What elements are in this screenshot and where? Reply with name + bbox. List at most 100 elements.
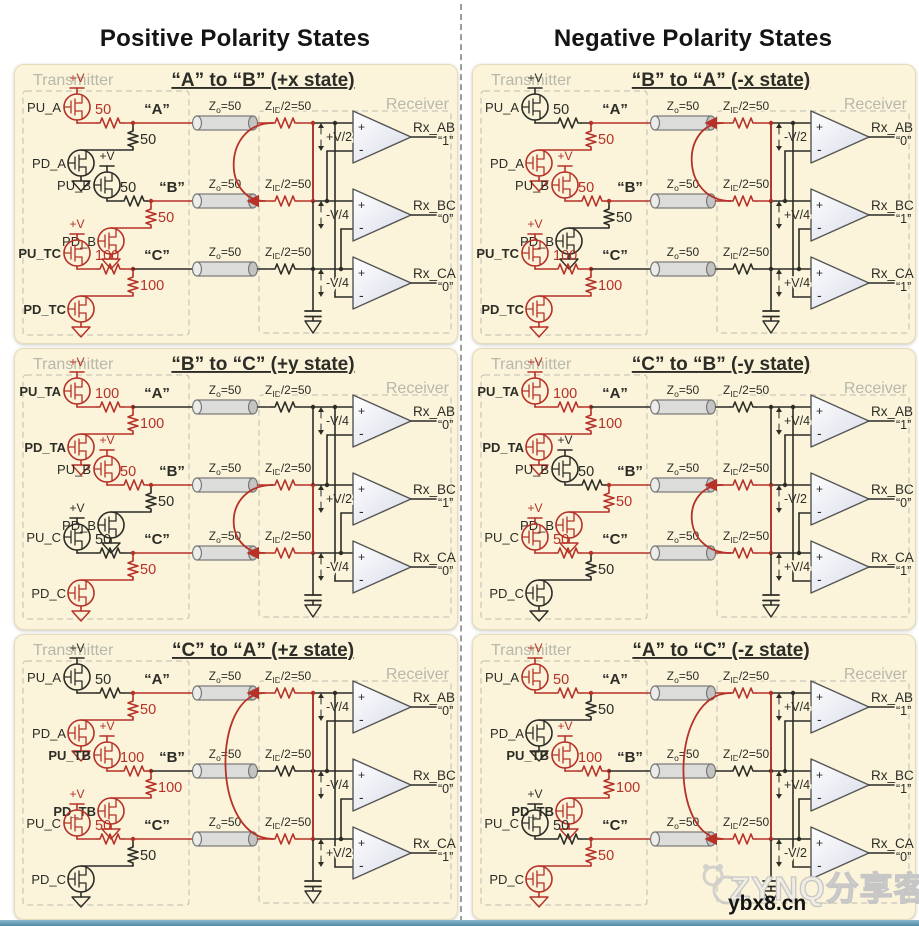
transmission-line bbox=[191, 115, 259, 131]
driver-group-C: +V PU_TC 100 100 PD_TC “C” bbox=[476, 217, 652, 338]
node-label: “A” bbox=[602, 101, 628, 118]
plus-input-label: + bbox=[358, 266, 365, 280]
transmission-line bbox=[649, 261, 717, 277]
comparator-output-value: “0” bbox=[896, 496, 911, 510]
pullup-label: PU_C bbox=[484, 530, 519, 545]
receiver-region bbox=[258, 110, 452, 334]
comparator-output-value: “1” bbox=[896, 280, 911, 294]
driver-group-A: +V PU_A 50 50 PD_A “A” bbox=[485, 71, 652, 192]
pullup-label: PU_A bbox=[27, 100, 61, 115]
comparator-output-value: “1” bbox=[438, 496, 453, 510]
driver-group-C: +V PU_C 50 50 PD_C “C” bbox=[484, 787, 652, 908]
termination-label: ZID/2=50 bbox=[723, 99, 770, 115]
comparator-output-name: Rx_AB bbox=[871, 404, 913, 419]
pullup-resistor-value: 50 bbox=[95, 672, 111, 688]
comparator-Rx_AB: + -+V/4 Rx_AB“1” bbox=[776, 680, 913, 774]
comparator-output-value: “1” bbox=[438, 134, 453, 148]
plus-input-label: + bbox=[816, 404, 823, 418]
comparator-output-value: “0” bbox=[438, 564, 453, 578]
transmitter-region bbox=[480, 90, 648, 336]
supply-label: +V bbox=[557, 719, 572, 733]
pulldown-resistor-value: 50 bbox=[140, 562, 156, 578]
node-label: “B” bbox=[159, 749, 185, 766]
driver-group-A: +V PU_A 50 50 PD_A “A” bbox=[485, 641, 652, 762]
pullup-label: PU_B bbox=[515, 462, 549, 477]
receiver-region bbox=[258, 394, 452, 618]
tline-impedance-label: Zo=50 bbox=[667, 177, 700, 193]
comparator-Rx_BC: + -+V/4 Rx_BC“1” bbox=[776, 188, 914, 272]
pullup-resistor-value: 50 bbox=[95, 818, 111, 834]
pullup-label: PU_B bbox=[57, 462, 91, 477]
comparator-output-value: “0” bbox=[896, 850, 911, 864]
comparator-output-value: “0” bbox=[438, 418, 453, 432]
right-column-title: Negative Polarity States bbox=[553, 25, 833, 52]
pulldown-resistor-value: 50 bbox=[598, 702, 614, 718]
pulldown-resistor-value: 50 bbox=[598, 132, 614, 148]
minus-input-label: - bbox=[359, 219, 364, 235]
node-label: “C” bbox=[602, 531, 628, 548]
node-label: “C” bbox=[144, 247, 170, 264]
pulldown-label: PD_B bbox=[520, 234, 554, 249]
pulldown-resistor-value: 100 bbox=[598, 416, 622, 432]
comparator-output-name: Rx_BC bbox=[871, 482, 914, 497]
comparator-output-value: “1” bbox=[896, 704, 911, 718]
circuit-panel: Transmitter Receiver “C” to “B” (-y state)… bbox=[472, 348, 916, 630]
pulldown-label: PD_A bbox=[490, 726, 524, 741]
supply-label: +V bbox=[99, 433, 114, 447]
comparator-Rx_CA: +-+V/4Rx_CA“1” bbox=[776, 404, 914, 594]
differential-voltage-label: +V/2 bbox=[326, 492, 352, 506]
pullup-label: PU_B bbox=[515, 178, 549, 193]
panel-plus-y: Transmitter Receiver “B” to “C” (+y state)… bbox=[19, 354, 456, 622]
bottom-accent-bar bbox=[0, 920, 919, 926]
termination-label: ZID/2=50 bbox=[723, 383, 770, 399]
comparator-Rx_CA: +-+V/4Rx_CA“1” bbox=[776, 120, 914, 310]
node-label: “A” bbox=[602, 385, 628, 402]
pullup-resistor-value: 100 bbox=[578, 750, 602, 766]
pullup-resistor-value: 50 bbox=[553, 818, 569, 834]
differential-voltage-label: -V/4 bbox=[326, 414, 349, 428]
supply-label: +V bbox=[69, 71, 84, 85]
comparator-output-name: Rx_AB bbox=[413, 690, 455, 705]
comparator-Rx_AB: + --V/4 Rx_AB“0” bbox=[318, 394, 455, 488]
node-label: “A” bbox=[144, 101, 170, 118]
pullup-resistor-value: 100 bbox=[120, 750, 144, 766]
pulldown-label: PD_TC bbox=[481, 302, 524, 317]
receiver-label: Receiver bbox=[386, 96, 450, 113]
comparator-output-name: Rx_BC bbox=[871, 768, 914, 783]
pullup-label: PU_B bbox=[57, 178, 91, 193]
transmission-line bbox=[649, 685, 717, 701]
pullup-resistor-value: 50 bbox=[120, 180, 136, 196]
supply-label: +V bbox=[69, 641, 84, 655]
pullup-label: PU_A bbox=[485, 100, 519, 115]
pulldown-resistor-value: 100 bbox=[598, 278, 622, 294]
tline-impedance-label: Zo=50 bbox=[209, 245, 242, 261]
transmitter-region bbox=[22, 660, 190, 906]
comparator-output-name: Rx_BC bbox=[413, 768, 456, 783]
transmission-line bbox=[649, 193, 717, 209]
comparator-output-name: Rx_AB bbox=[413, 120, 455, 135]
pullup-resistor-value: 50 bbox=[120, 464, 136, 480]
pulldown-label: PD_B bbox=[62, 518, 96, 533]
pullup-label: PU_TC bbox=[18, 246, 61, 261]
supply-label: +V bbox=[69, 355, 84, 369]
comparator-Rx_AB: + --V/2 Rx_AB“0” bbox=[776, 110, 913, 204]
current-flow-arrow bbox=[682, 692, 732, 846]
pulldown-resistor-value: 50 bbox=[140, 132, 156, 148]
differential-voltage-label: +V/4 bbox=[784, 414, 810, 428]
pullup-label: PU_A bbox=[27, 670, 61, 685]
tline-impedance-label: Zo=50 bbox=[209, 529, 242, 545]
comparator-output-name: Rx_BC bbox=[413, 198, 456, 213]
differential-voltage-label: -V/4 bbox=[326, 560, 349, 574]
tline-impedance-label: Zo=50 bbox=[209, 383, 242, 399]
termination-label: ZID/2=50 bbox=[723, 529, 770, 545]
minus-input-label: - bbox=[817, 857, 822, 873]
pulldown-resistor-value: 100 bbox=[140, 416, 164, 432]
circuit-panel: Transmitter Receiver “A” to “B” (+x state)… bbox=[14, 64, 458, 344]
pullup-label: PU_TB bbox=[506, 748, 549, 763]
tline-impedance-label: Zo=50 bbox=[667, 461, 700, 477]
comparator-Rx_CA: +--V/2Rx_CA“0” bbox=[776, 690, 914, 880]
current-flow-arrow bbox=[690, 478, 732, 554]
